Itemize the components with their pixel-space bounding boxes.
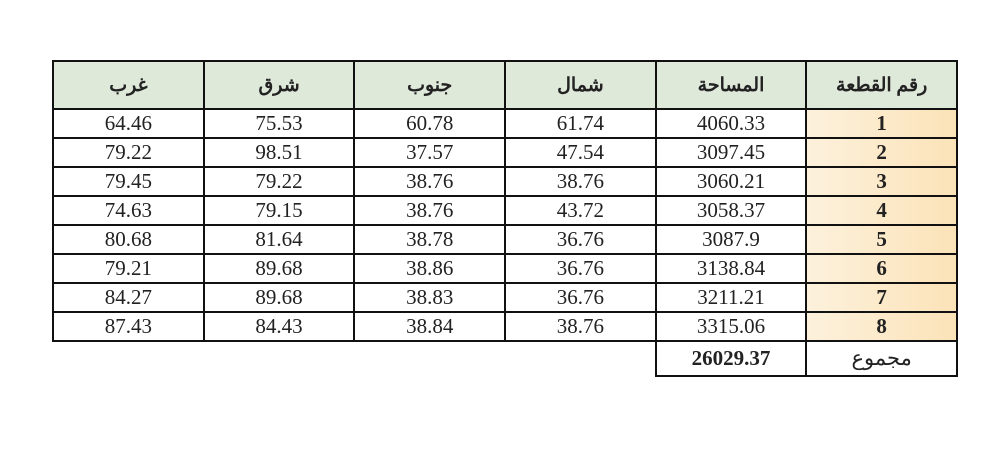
header-plot-number: رقم القطعة (805, 60, 958, 110)
table-row: 2 3097.45 47.54 37.57 98.51 79.22 (52, 137, 958, 168)
header-row: رقم القطعة المساحة شمال جنوب شرق غرب (52, 60, 958, 110)
header-west: غرب (52, 60, 205, 110)
cell-west: 80.68 (52, 224, 205, 255)
total-label: مجموع (805, 340, 958, 377)
cell-plot-number: 6 (805, 253, 958, 284)
cell-area: 3087.9 (654, 224, 808, 255)
cell-area: 4060.33 (654, 108, 808, 139)
cell-area: 3315.06 (654, 311, 808, 342)
cell-east: 79.22 (202, 166, 356, 197)
cell-east: 89.68 (202, 253, 356, 284)
cell-west: 84.27 (52, 282, 205, 313)
cell-north: 61.74 (504, 108, 657, 139)
cell-south: 38.84 (353, 311, 507, 342)
cell-west: 87.43 (52, 311, 205, 342)
cell-south: 38.76 (353, 166, 507, 197)
table-row: 5 3087.9 36.76 38.78 81.64 80.68 (52, 224, 958, 255)
table-row: 7 3211.21 36.76 38.83 89.68 84.27 (52, 282, 958, 313)
table-row: 1 4060.33 61.74 60.78 75.53 64.46 (52, 108, 958, 139)
cell-north: 38.76 (504, 311, 657, 342)
cell-area: 3138.84 (654, 253, 808, 284)
cell-north: 36.76 (504, 282, 657, 313)
empty-space (53, 340, 656, 376)
cell-south: 38.83 (353, 282, 507, 313)
cell-north: 38.76 (504, 166, 657, 197)
cell-plot-number: 5 (805, 224, 958, 255)
cell-west: 79.45 (52, 166, 205, 197)
cell-east: 75.53 (202, 108, 356, 139)
cell-plot-number: 1 (805, 108, 958, 139)
cell-north: 47.54 (504, 137, 657, 168)
cell-west: 64.46 (52, 108, 205, 139)
cell-north: 43.72 (504, 195, 657, 226)
cell-east: 79.15 (202, 195, 356, 226)
cell-west: 74.63 (52, 195, 205, 226)
cell-south: 38.76 (353, 195, 507, 226)
cell-east: 84.43 (202, 311, 356, 342)
cell-area: 3058.37 (654, 195, 808, 226)
plots-table: رقم القطعة المساحة شمال جنوب شرق غرب 1 4060.33… (52, 60, 958, 377)
header-east: شرق (202, 60, 356, 110)
table-row: 6 3138.84 36.76 38.86 89.68 79.21 (52, 253, 958, 284)
total-row: مجموع 26029.37 (53, 340, 958, 377)
table-row: 4 3058.37 43.72 38.76 79.15 74.63 (52, 195, 958, 226)
cell-north: 36.76 (504, 253, 657, 284)
cell-west: 79.22 (52, 137, 205, 168)
cell-plot-number: 3 (805, 166, 958, 197)
cell-east: 81.64 (202, 224, 356, 255)
cell-area: 3211.21 (654, 282, 808, 313)
cell-west: 79.21 (52, 253, 205, 284)
cell-plot-number: 8 (805, 311, 958, 342)
cell-north: 36.76 (504, 224, 657, 255)
header-north: شمال (504, 60, 657, 110)
header-south: جنوب (353, 60, 507, 110)
cell-plot-number: 4 (805, 195, 958, 226)
cell-east: 89.68 (202, 282, 356, 313)
table-row: 3 3060.21 38.76 38.76 79.22 79.45 (52, 166, 958, 197)
cell-east: 98.51 (202, 137, 356, 168)
cell-area: 3060.21 (654, 166, 808, 197)
cell-area: 3097.45 (654, 137, 808, 168)
cell-plot-number: 7 (805, 282, 958, 313)
cell-south: 38.86 (353, 253, 507, 284)
total-value: 26029.37 (654, 340, 808, 377)
header-area: المساحة (654, 60, 808, 110)
cell-south: 37.57 (353, 137, 507, 168)
cell-south: 60.78 (353, 108, 507, 139)
table-row: 8 3315.06 38.76 38.84 84.43 87.43 (52, 311, 958, 342)
cell-plot-number: 2 (805, 137, 958, 168)
cell-south: 38.78 (353, 224, 507, 255)
